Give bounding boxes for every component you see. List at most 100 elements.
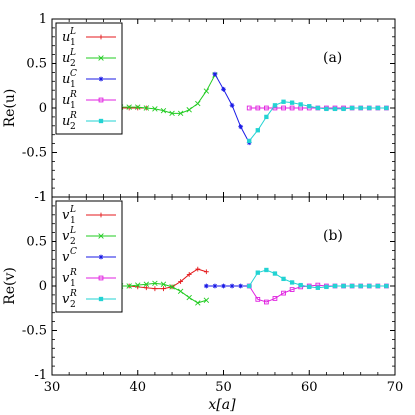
legend-marker-v2L (98, 233, 104, 239)
legend-label-u1C-sub: 1 (70, 80, 76, 90)
series-v1L-point (178, 279, 184, 284)
panel-a-ytick-label: -1 (34, 190, 47, 205)
series-v1L-point (152, 286, 158, 292)
legend-label-u1C: u (62, 72, 70, 87)
legend-label-v1L-sub: 1 (70, 216, 76, 226)
series-u1R-point (255, 105, 261, 111)
panel-b-xtick-label: 40 (129, 380, 146, 395)
series-v2L-point (126, 283, 132, 289)
series-u1C (212, 71, 252, 146)
series-u2R-point (298, 102, 303, 107)
series-u1C-point (221, 86, 226, 92)
series-u2L-point (160, 107, 167, 114)
series-v2R-point (349, 283, 355, 289)
series-u1C-point (212, 71, 218, 77)
series-u2R-point (307, 104, 312, 109)
series-u2L-point (203, 88, 210, 94)
series-u2R-point (272, 103, 278, 108)
series-v2R-point (255, 270, 260, 275)
legend-marker-v1L (98, 212, 104, 218)
legend-marker-u1C (98, 76, 104, 82)
panel-b: (b) Re(v) 10.50-0.5-130 40 50 60 70v L1v L2v Cv… (2, 190, 403, 395)
legend-label-v1R-sub: 1 (70, 279, 76, 289)
panel-a-ytick-label: 0.5 (26, 57, 47, 72)
series-v2R-point (375, 283, 381, 289)
panel-a-ytick-label: 1 (39, 12, 47, 27)
legend-label-u2L-sup: L (69, 48, 76, 58)
series-v2L-line (112, 282, 207, 304)
series-u2L-point (143, 105, 150, 111)
series-v2R-point (281, 276, 286, 282)
series-v1R-point (281, 290, 286, 296)
legend-label-v2L-sub: 2 (70, 237, 76, 247)
panel-b-ytick-label: 1 (39, 190, 47, 205)
series-u2L (109, 72, 218, 117)
series-v2R-point (289, 280, 295, 285)
panel-b-tag: (b) (323, 228, 343, 244)
series-u2R-point (247, 138, 252, 144)
legend-label-u2L: u (62, 51, 70, 66)
series-v2R-point (272, 271, 278, 276)
series-v2R-point (324, 284, 329, 290)
series-v1R-point (255, 296, 261, 302)
series-u2R-point (281, 99, 286, 104)
panel-b-ylabel: Re(v) (2, 267, 18, 305)
legend-label-v2L: v (62, 229, 70, 244)
series-u2R (247, 99, 389, 144)
panel-b-xtick-label: 50 (215, 380, 232, 395)
panel-b-xtick-label: 60 (301, 380, 318, 395)
legend-label-v2R: v (62, 292, 70, 307)
series-vC (203, 283, 252, 289)
series-v2L-point (195, 300, 201, 306)
panel-a: (a) Re(u) 10.50-0.5-1u L1u L2u C1u R1u R2 (2, 12, 396, 205)
series-v2L-point (203, 297, 210, 303)
legend-label-vC: v (62, 250, 70, 265)
legend-label-u2R-sup: R (69, 111, 77, 121)
series-v2R-point (367, 283, 372, 289)
legend-label-v1L: v (62, 208, 70, 223)
panel-b-xtick-label: 70 (387, 380, 404, 395)
series-v2R (247, 267, 389, 290)
series-v2L-point (186, 294, 192, 301)
series-v1L-point (186, 272, 192, 277)
panel-a-tag: (a) (323, 50, 342, 66)
legend-marker-v1R (98, 275, 104, 281)
series-u2R-point (341, 106, 346, 112)
panel-a-ylabel: Re(u) (2, 89, 18, 128)
series-v2R-point (332, 283, 338, 289)
series-u2R-point (367, 105, 372, 111)
series-v2L-point (152, 280, 158, 287)
legend-label-u2L-sub: 2 (70, 59, 76, 69)
series-v2L-point (169, 284, 175, 290)
series-u2R-point (375, 105, 381, 111)
series-u2L-point (126, 104, 132, 110)
legend-label-v1L-sup: L (69, 205, 76, 215)
legend-label-v1R: v (62, 271, 70, 286)
series-u2R-point (255, 128, 260, 133)
series-v2R-point (307, 284, 312, 290)
series-u2R-point (358, 105, 363, 111)
panel-a-legend: u L1u L2u C1u R1u R2 (55, 22, 123, 135)
series-u2L-point (135, 104, 141, 110)
series-v1L-point (161, 286, 166, 292)
series-u2R-point (384, 105, 389, 111)
series-u1R-point (264, 105, 269, 111)
series-v1R-point (272, 296, 278, 301)
series-u1R-point (281, 105, 286, 111)
legend-label-u1R-sub: 1 (70, 101, 76, 111)
series-v1L (109, 266, 209, 292)
series-u2L-point (177, 110, 184, 117)
series-u2L-point (152, 106, 158, 112)
panel-b-legend: v L1v L2v Cv R1v R2 (55, 200, 123, 313)
panel-b-xtick-label: 30 (44, 380, 61, 395)
series-u1L-point (135, 105, 141, 111)
legend-label-vC-sup: C (70, 247, 77, 257)
legend-label-u1R-sup: R (69, 90, 77, 100)
series-u2R-point (332, 106, 338, 112)
series-u1R-point (246, 105, 252, 111)
legend-marker-u2L (98, 55, 104, 61)
series-u2R-point (315, 105, 320, 111)
legend-marker-u2R (98, 118, 104, 124)
series-vC-point (212, 283, 218, 289)
